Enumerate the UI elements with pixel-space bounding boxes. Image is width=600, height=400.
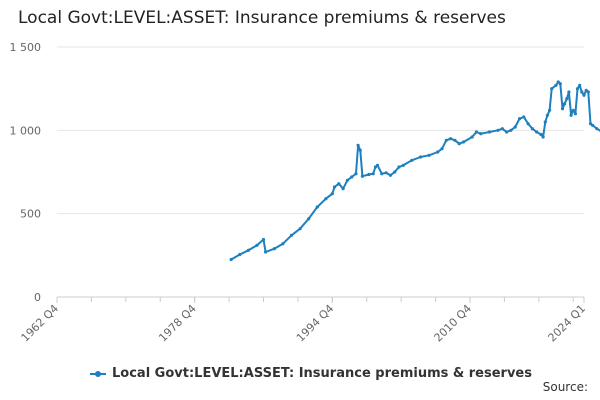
data-point[interactable] xyxy=(470,135,474,139)
data-point[interactable] xyxy=(444,138,448,142)
data-point[interactable] xyxy=(487,130,491,134)
data-point[interactable] xyxy=(517,117,522,121)
data-point[interactable] xyxy=(238,252,242,257)
data-point[interactable] xyxy=(571,108,575,112)
data-point[interactable] xyxy=(522,115,526,119)
data-point[interactable] xyxy=(272,247,276,251)
data-point[interactable] xyxy=(513,125,517,129)
data-point[interactable] xyxy=(380,172,384,176)
data-point[interactable] xyxy=(261,237,266,242)
data-point[interactable] xyxy=(543,120,547,124)
y-tick-label: 1 000 xyxy=(10,124,42,137)
data-point[interactable] xyxy=(315,205,319,209)
data-point[interactable] xyxy=(554,83,558,87)
series-line xyxy=(230,81,600,261)
data-point[interactable] xyxy=(509,128,513,132)
data-point[interactable] xyxy=(530,127,535,131)
data-point[interactable] xyxy=(582,93,586,97)
data-point[interactable] xyxy=(229,257,233,262)
data-point[interactable] xyxy=(427,153,431,157)
x-tick-label: 1962 Q4 xyxy=(19,302,62,345)
x-tick-label: 1994 Q4 xyxy=(294,302,337,345)
data-point[interactable] xyxy=(440,147,444,151)
data-point[interactable] xyxy=(569,113,573,117)
source-label: Source: xyxy=(542,380,588,394)
data-point[interactable] xyxy=(567,90,571,94)
y-tick-label: 1 500 xyxy=(10,41,42,54)
data-point[interactable] xyxy=(453,138,457,142)
x-tick-label: 2024 Q1 xyxy=(546,302,589,345)
data-point[interactable] xyxy=(371,172,375,176)
data-point[interactable] xyxy=(558,82,562,86)
data-point[interactable] xyxy=(354,172,358,176)
data-point[interactable] xyxy=(461,140,466,144)
data-point[interactable] xyxy=(573,112,578,116)
data-point[interactable] xyxy=(565,97,569,101)
data-point[interactable] xyxy=(255,243,259,247)
data-point[interactable] xyxy=(393,170,397,174)
legend-line-marker-icon xyxy=(90,369,106,379)
data-point[interactable] xyxy=(337,182,341,186)
data-point[interactable] xyxy=(264,250,268,254)
data-point[interactable] xyxy=(449,137,453,141)
data-point[interactable] xyxy=(535,130,539,134)
data-point[interactable] xyxy=(545,113,550,117)
data-point[interactable] xyxy=(307,217,311,221)
data-point[interactable] xyxy=(350,175,354,179)
data-point[interactable] xyxy=(595,127,599,131)
data-point[interactable] xyxy=(298,227,302,231)
data-point[interactable] xyxy=(360,174,364,178)
data-point[interactable] xyxy=(505,130,509,134)
y-tick-label: 0 xyxy=(34,291,41,304)
data-point[interactable] xyxy=(246,248,250,252)
data-point[interactable] xyxy=(332,185,337,189)
data-point[interactable] xyxy=(591,123,595,127)
axes: 0 500 1 000 1 500 1962 Q4 1978 Q4 1994 Q4 2010 … xyxy=(10,41,589,344)
data-point[interactable] xyxy=(375,163,380,167)
legend[interactable]: Local Govt:LEVEL:ASSET: Insurance premiu… xyxy=(90,366,532,381)
y-tick-label: 500 xyxy=(20,208,41,221)
data-point[interactable] xyxy=(345,178,349,182)
data-point[interactable] xyxy=(281,242,285,246)
data-point[interactable] xyxy=(397,165,401,169)
data-point[interactable] xyxy=(418,155,423,159)
data-point[interactable] xyxy=(367,172,371,177)
data-point[interactable] xyxy=(289,233,294,237)
data-point[interactable] xyxy=(410,158,414,162)
data-point[interactable] xyxy=(560,107,565,111)
data-point[interactable] xyxy=(578,83,582,87)
data-point[interactable] xyxy=(436,150,440,154)
data-point[interactable] xyxy=(479,132,483,136)
x-tick-label: 2010 Q4 xyxy=(432,302,475,345)
data-point[interactable] xyxy=(401,163,405,167)
data-point[interactable] xyxy=(586,90,590,94)
data-point[interactable] xyxy=(548,108,552,112)
data-point[interactable] xyxy=(341,187,345,191)
data-point[interactable] xyxy=(563,102,567,106)
data-point[interactable] xyxy=(539,132,543,137)
x-tick-label: 1978 Q4 xyxy=(156,302,199,345)
legend-label: Local Govt:LEVEL:ASSET: Insurance premiu… xyxy=(112,366,532,381)
data-point[interactable] xyxy=(474,130,478,134)
data-point[interactable] xyxy=(526,122,530,126)
data-point[interactable] xyxy=(457,142,461,146)
data-point[interactable] xyxy=(384,171,388,175)
data-point[interactable] xyxy=(324,197,328,201)
data-point[interactable] xyxy=(550,87,554,91)
data-point[interactable] xyxy=(575,87,580,91)
data-point[interactable] xyxy=(496,128,500,132)
data-point[interactable] xyxy=(388,173,392,177)
data-point[interactable] xyxy=(541,135,545,139)
chart-title: Local Govt:LEVEL:ASSET: Insurance premiu… xyxy=(18,8,506,28)
data-point[interactable] xyxy=(358,148,362,152)
data-point[interactable] xyxy=(580,90,584,94)
data-point[interactable] xyxy=(330,192,334,196)
data-point[interactable] xyxy=(356,143,360,147)
series-layer xyxy=(229,80,600,262)
data-point[interactable] xyxy=(500,127,504,131)
